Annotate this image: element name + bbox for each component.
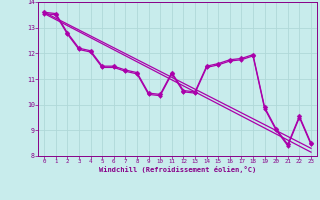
X-axis label: Windchill (Refroidissement éolien,°C): Windchill (Refroidissement éolien,°C) — [99, 166, 256, 173]
